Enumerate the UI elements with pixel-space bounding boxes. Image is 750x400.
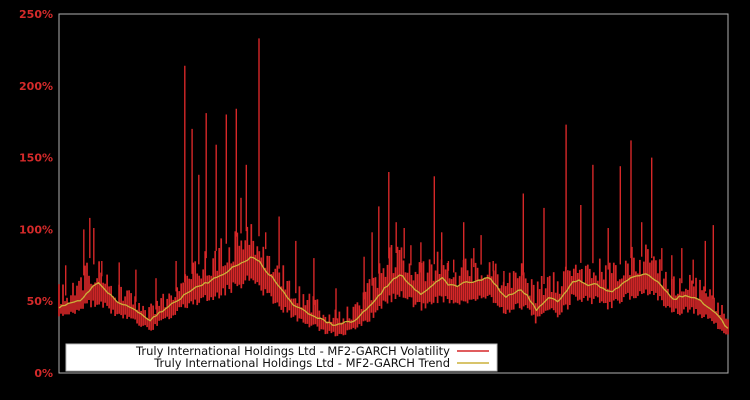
plot-frame [58, 13, 729, 374]
plot-area: 0% 50% 100% 150% 200% 250% [19, 8, 729, 380]
legend: Truly International Holdings Ltd - MF2-G… [65, 343, 498, 372]
legend-box [65, 343, 498, 372]
y-axis-tick-label: 150% [19, 152, 53, 165]
trend-line [58, 256, 729, 329]
y-axis-tick-label: 50% [27, 295, 53, 308]
y-axis-tick-label: 250% [19, 8, 53, 21]
legend-label-trend: Truly International Holdings Ltd - MF2-G… [153, 356, 450, 370]
legend-label-volatility: Truly International Holdings Ltd - MF2-G… [135, 344, 450, 358]
volatility-spikes [64, 38, 714, 320]
y-axis-tick-label: 200% [19, 80, 53, 93]
y-axis-tick-label: 100% [19, 223, 53, 236]
y-axis-tick-label: 0% [34, 367, 53, 380]
volatility-series [58, 224, 729, 337]
